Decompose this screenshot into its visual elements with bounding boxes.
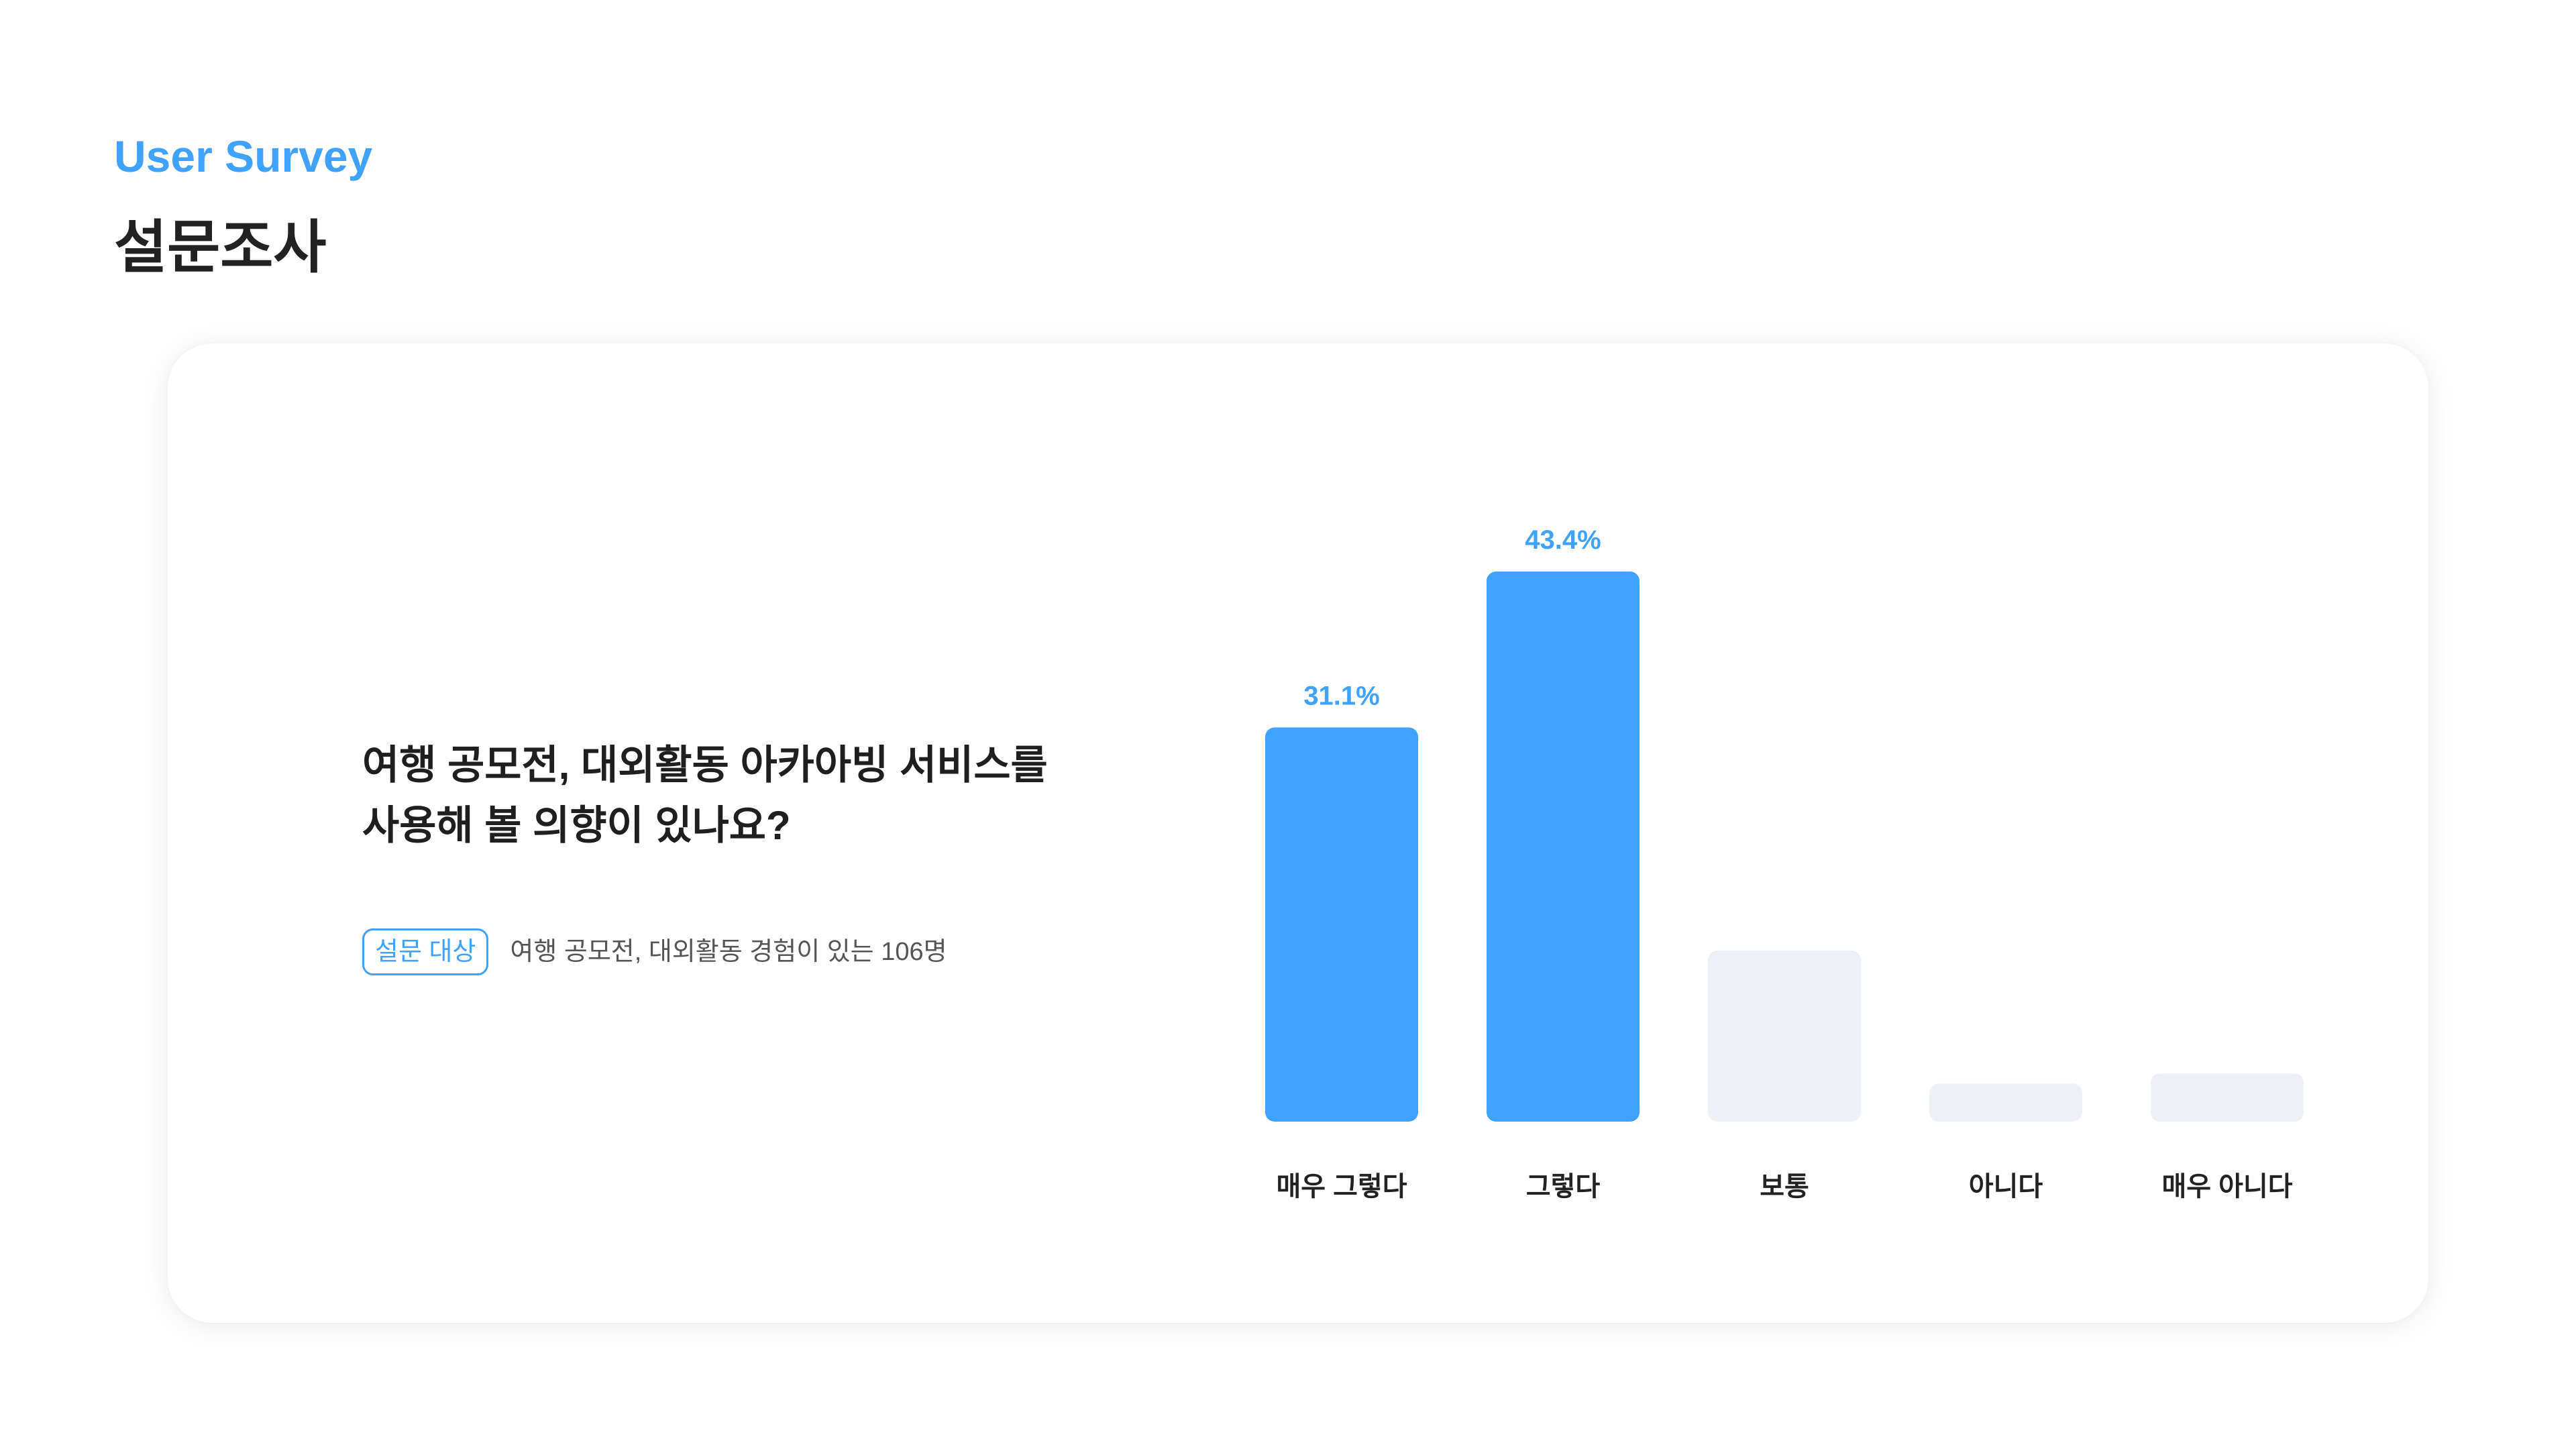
category-label-1: 매우 그렇다 <box>1276 1172 1407 1201</box>
bar-1 <box>1265 727 1418 1122</box>
survey-question-line-2: 사용해 볼 의향이 있나요? <box>362 803 791 848</box>
bar-3 <box>1708 950 1861 1122</box>
response-bar-chart: 31.1% 매우 그렇다 43.4% 그렇다 보통 아니다 매우 아니다 <box>1265 525 2304 1201</box>
bar-value-label-2: 43.4% <box>1525 525 1601 555</box>
section-eyebrow: User Survey <box>114 131 373 181</box>
bar-2 <box>1487 572 1640 1122</box>
survey-target: 설문 대상 여행 공모전, 대외활동 경험이 있는 106명 <box>362 928 947 975</box>
survey-target-text: 여행 공모전, 대외활동 경험이 있는 106명 <box>510 938 947 966</box>
page-title: 설문조사 <box>114 215 327 280</box>
category-label-4: 아니다 <box>1969 1172 2043 1201</box>
category-label-3: 보통 <box>1760 1172 1809 1201</box>
survey-card: 여행 공모전, 대외활동 아카아빙 서비스를 사용해 볼 의향이 있나요? 설문… <box>168 343 2428 1323</box>
bar-4 <box>1929 1083 2082 1122</box>
bar-5 <box>2151 1073 2304 1122</box>
bar-value-label-1: 31.1% <box>1303 681 1379 710</box>
survey-question-line-1: 여행 공모전, 대외활동 아카아빙 서비스를 <box>362 743 1048 788</box>
survey-target-badge: 설문 대상 <box>362 928 489 975</box>
category-label-2: 그렇다 <box>1526 1172 1601 1201</box>
survey-question: 여행 공모전, 대외활동 아카아빙 서비스를 사용해 볼 의향이 있나요? <box>362 735 1167 856</box>
category-label-5: 매우 아니다 <box>2161 1172 2292 1201</box>
